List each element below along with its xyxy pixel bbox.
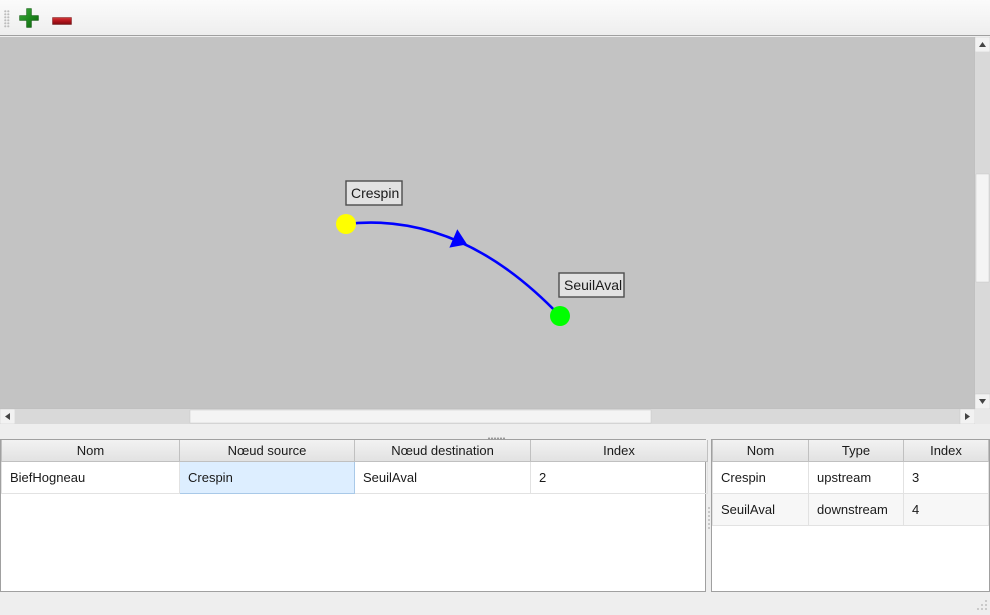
svg-text:SeuilAval: SeuilAval	[564, 277, 622, 293]
svg-text:Crespin: Crespin	[351, 185, 399, 201]
